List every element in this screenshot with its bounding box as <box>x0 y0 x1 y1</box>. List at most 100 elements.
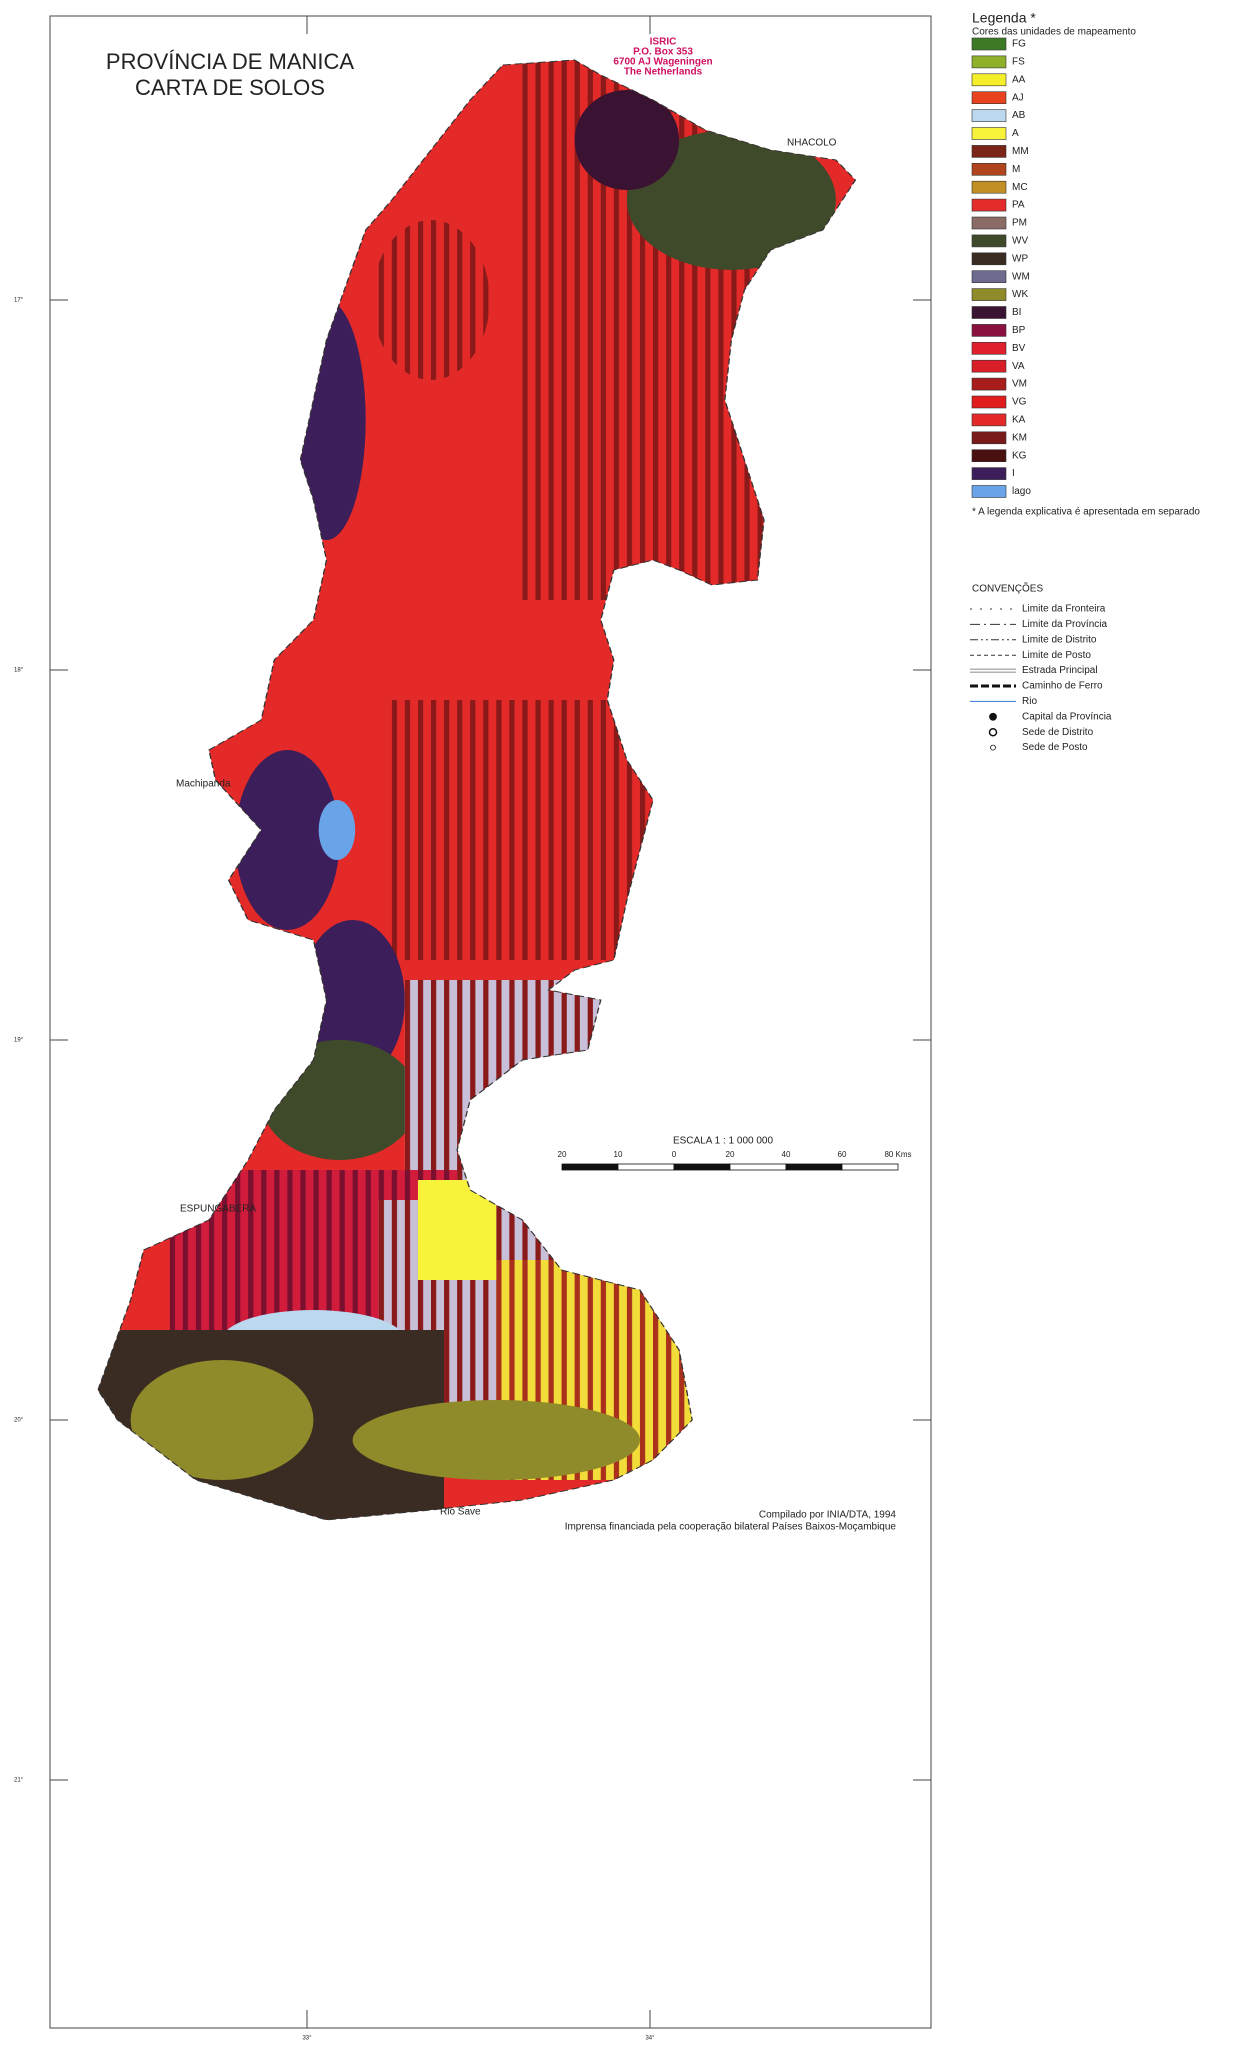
legend-swatch <box>971 377 1007 391</box>
legend-label: FS <box>1012 57 1025 68</box>
graticule-label: 20° <box>14 1418 24 1424</box>
legend-label: BV <box>1012 343 1026 354</box>
scale-tick-label: 10 <box>614 1150 623 1159</box>
graticule-label: 21° <box>14 1778 24 1784</box>
legend-subtitle: Cores das unidades de mapeamento <box>972 27 1136 38</box>
stamp-line: ISRIC <box>650 37 677 48</box>
convention-label: Limite da Fronteira <box>1022 604 1106 615</box>
legend-label: WK <box>1012 289 1028 300</box>
scale-tick-label: 0 <box>672 1150 677 1159</box>
legend-swatch <box>971 341 1007 355</box>
legend-label: MC <box>1012 182 1028 193</box>
graticule-label: 34° <box>645 2036 655 2042</box>
convention-symbol <box>988 727 998 737</box>
scale-tick-label: 60 <box>838 1150 847 1159</box>
graticule-label: 33° <box>302 2036 312 2042</box>
convention-symbol <box>990 744 996 751</box>
legend-swatch <box>971 109 1007 122</box>
legend-swatch <box>971 37 1007 51</box>
legend-swatch <box>971 198 1007 212</box>
legend-swatch <box>971 234 1007 248</box>
legend-title: Legenda * <box>972 10 1036 26</box>
scale-segment <box>785 1163 843 1171</box>
legend-swatch <box>971 216 1007 230</box>
legend-label: AJ <box>1012 92 1024 103</box>
legend-swatch <box>971 413 1007 427</box>
legend-label: FG <box>1012 39 1026 50</box>
place-label: Rio Save <box>440 1507 481 1518</box>
map-title: PROVÍNCIA DE MANICA <box>106 49 354 74</box>
stamp-line: 6700 AJ Wageningen <box>613 57 712 68</box>
legend-swatch <box>971 270 1007 284</box>
legend-label: lago <box>1012 486 1031 497</box>
legend-swatch <box>971 395 1007 409</box>
convention-symbol <box>989 712 997 721</box>
place-label: NHACOLO <box>787 138 837 149</box>
legend-swatch <box>971 467 1007 480</box>
legend-swatch <box>971 324 1007 337</box>
legend-label: VG <box>1012 397 1027 408</box>
legend: FGFSAAAJABAMMMMCPAPMWVWPWMWKBIBPBVVAVMVG… <box>971 37 1031 498</box>
province-map <box>97 59 857 1521</box>
scale-title: ESCALA 1 : 1 000 000 <box>673 1136 774 1147</box>
legend-swatch <box>971 359 1007 373</box>
convention-label: Capital da Província <box>1022 711 1112 722</box>
convention-label: Rio <box>1022 696 1037 707</box>
scale-segment <box>729 1163 787 1171</box>
conventions-title: CONVENÇÕES <box>972 582 1043 595</box>
legend-swatch <box>971 91 1007 104</box>
legend-label: AA <box>1012 74 1026 85</box>
convention-label: Limite de Distrito <box>1022 634 1097 645</box>
scale-tick-label: 40 <box>782 1150 791 1159</box>
graticule-label: 17° <box>14 298 24 304</box>
legend-swatch <box>971 73 1007 87</box>
graticule: 17° 18° 19° 20° 21° 33° 34° <box>14 16 931 2042</box>
legend-label: VA <box>1012 361 1025 372</box>
credit-line: Imprensa financiada pela cooperação bila… <box>565 1522 897 1533</box>
scale-bar: 20 10 0 20 40 60 80 Kms <box>558 1150 912 1171</box>
scale-tick-label: 80 Kms <box>884 1150 911 1159</box>
scale-tick-label: 20 <box>558 1150 567 1159</box>
legend-swatch <box>971 127 1007 140</box>
legend-label: WM <box>1012 271 1030 282</box>
legend-label: BP <box>1012 325 1026 336</box>
stamp-line: P.O. Box 353 <box>633 47 693 58</box>
legend-swatch <box>971 145 1007 158</box>
legend-label: PA <box>1012 200 1025 211</box>
legend-label: I <box>1012 468 1015 479</box>
legend-swatch <box>971 288 1007 301</box>
legend-label: M <box>1012 164 1020 175</box>
legend-label: KG <box>1012 450 1027 461</box>
convention-label: Sede de Posto <box>1022 742 1088 753</box>
legend-label: MM <box>1012 146 1029 157</box>
scale-tick-label: 20 <box>726 1150 735 1159</box>
legend-swatch <box>971 252 1007 266</box>
legend-swatch <box>971 163 1007 176</box>
convention-label: Estrada Principal <box>1022 665 1098 676</box>
legend-label: WV <box>1012 236 1028 247</box>
graticule-label: 19° <box>14 1038 24 1044</box>
convention-label: Limite de Posto <box>1022 650 1091 661</box>
legend-label: KM <box>1012 432 1027 443</box>
map-frame <box>49 15 932 2029</box>
conventions: Limite da Fronteira Limite da Província Li… <box>970 604 1112 753</box>
graticule-label: 18° <box>14 668 24 674</box>
legend-label: AB <box>1012 110 1026 121</box>
legend-label: A <box>1012 128 1019 139</box>
scale-segment <box>561 1163 619 1171</box>
legend-label: PM <box>1012 218 1027 229</box>
map-subtitle: CARTA DE SOLOS <box>135 75 325 100</box>
legend-label: BI <box>1012 307 1021 318</box>
legend-swatch <box>971 485 1007 498</box>
scale-segment <box>617 1163 675 1171</box>
legend-swatch <box>971 180 1007 194</box>
convention-label: Caminho de Ferro <box>1022 681 1103 692</box>
legend-note: * A legenda explicativa é apresentada em… <box>972 507 1200 518</box>
legend-swatch <box>971 306 1007 319</box>
place-label: ESPUNGABERA <box>180 1204 256 1215</box>
legend-label: WP <box>1012 253 1028 264</box>
scale-segment <box>841 1163 899 1171</box>
legend-swatch <box>971 431 1007 445</box>
convention-label: Sede de Distrito <box>1022 727 1094 738</box>
